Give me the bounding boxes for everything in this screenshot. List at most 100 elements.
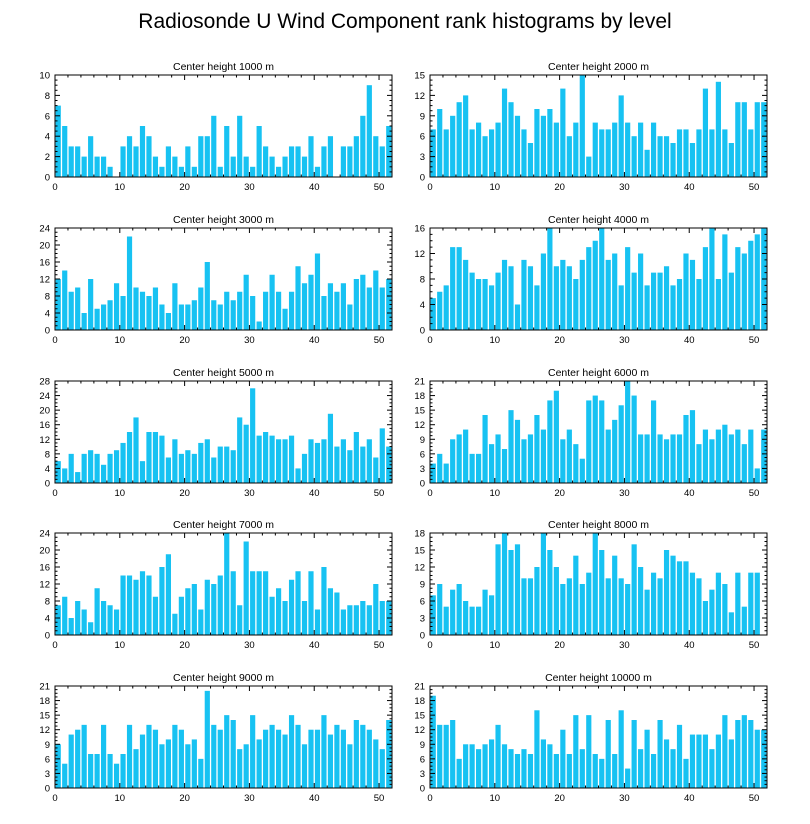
bar	[88, 450, 94, 483]
bar	[566, 578, 572, 635]
bar	[443, 463, 449, 483]
bar	[62, 468, 68, 483]
bar	[94, 453, 100, 483]
bar	[547, 744, 553, 788]
bar	[437, 724, 443, 788]
bar	[139, 734, 146, 788]
x-tick-label: 10	[490, 182, 501, 193]
y-tick-label: 10	[39, 71, 50, 82]
bar	[702, 601, 709, 635]
bar	[308, 439, 314, 483]
bar	[696, 279, 702, 330]
bar	[263, 146, 269, 177]
y-tick-label: 0	[45, 631, 50, 642]
bar	[553, 754, 559, 788]
panel-3: Center height 3000 m 0 4 8 12 16 20 24 0 10 20 30 40…	[39, 214, 393, 346]
bar	[631, 272, 637, 331]
bar	[373, 457, 379, 483]
x-tick-label: 40	[309, 793, 320, 804]
panel-title: Center height 1000 m	[173, 61, 274, 73]
bar	[250, 166, 256, 177]
x-tick-label: 0	[427, 335, 432, 346]
bar	[237, 749, 243, 788]
y-tick-label: 6	[45, 111, 50, 122]
bar	[366, 439, 372, 483]
bar	[295, 571, 301, 635]
bar	[443, 606, 449, 635]
bar	[386, 279, 392, 330]
bar	[547, 400, 553, 483]
bar	[94, 588, 100, 635]
bar	[340, 439, 346, 483]
bar	[379, 146, 385, 177]
bar	[321, 567, 327, 635]
bar	[495, 434, 501, 483]
bar	[560, 439, 566, 483]
bar	[748, 572, 754, 635]
bar	[715, 279, 721, 330]
bar	[514, 544, 521, 635]
y-tick-label: 3	[420, 769, 425, 780]
bar	[62, 270, 68, 330]
bar	[469, 606, 475, 635]
y-tick-label: 9	[420, 580, 425, 591]
bar	[443, 285, 449, 331]
bar	[437, 584, 443, 635]
bar	[107, 605, 113, 635]
bar	[282, 439, 288, 483]
bar	[495, 272, 501, 331]
bar	[689, 143, 696, 177]
bar	[456, 434, 462, 483]
bar	[612, 555, 618, 635]
x-tick-label: 40	[309, 488, 320, 499]
bar	[735, 102, 741, 177]
y-tick-label: 8	[45, 292, 50, 303]
x-tick-label: 40	[684, 793, 695, 804]
bar	[373, 270, 379, 330]
bar	[450, 720, 456, 788]
bar	[308, 571, 314, 635]
x-tick-label: 0	[427, 793, 432, 804]
y-tick-label: 12	[414, 725, 425, 736]
bar	[638, 749, 644, 788]
bar	[689, 410, 696, 483]
bar	[599, 129, 605, 177]
bar	[728, 739, 734, 788]
bar	[178, 453, 184, 483]
bar	[715, 81, 721, 177]
bar	[482, 744, 488, 788]
bar	[275, 291, 282, 330]
bar	[605, 720, 611, 788]
bar	[275, 729, 282, 788]
bar	[191, 300, 197, 330]
bar	[566, 266, 572, 330]
bar	[282, 156, 288, 177]
y-tick-label: 15	[414, 406, 425, 417]
bar	[476, 749, 482, 788]
bar	[521, 129, 527, 177]
bar	[62, 763, 68, 788]
bar	[463, 95, 469, 177]
x-tick-label: 10	[115, 793, 126, 804]
panel-5: Center height 5000 m 0 4 8 12 16 20 24 28 0 10 20 30…	[39, 367, 393, 499]
bar	[314, 253, 321, 330]
bar	[521, 749, 527, 788]
bar	[360, 446, 366, 483]
bar	[120, 146, 126, 177]
bar	[101, 156, 107, 177]
x-tick-label: 30	[244, 640, 255, 651]
bar	[702, 734, 709, 788]
bar	[243, 744, 249, 788]
bar	[514, 115, 521, 177]
y-tick-label: 0	[420, 173, 425, 184]
x-tick-label: 30	[619, 335, 630, 346]
bar	[133, 749, 139, 788]
bar	[715, 734, 721, 788]
bar	[534, 567, 540, 635]
bar	[599, 758, 605, 788]
bar	[599, 228, 605, 330]
bar	[101, 601, 107, 635]
bar	[373, 739, 379, 788]
panel-8: Center height 8000 m 0 3 6 9 12 15 18 0 10 20 30 40 5…	[414, 519, 768, 651]
